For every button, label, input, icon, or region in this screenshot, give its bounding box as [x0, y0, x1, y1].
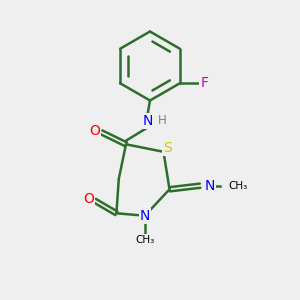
Text: N: N [205, 179, 215, 193]
Text: CH₃: CH₃ [228, 181, 248, 191]
Text: N: N [140, 209, 150, 223]
Text: O: O [83, 192, 94, 206]
Text: S: S [163, 141, 172, 155]
Text: H: H [158, 114, 167, 127]
Text: F: F [200, 76, 208, 90]
Text: CH₃: CH₃ [135, 235, 154, 245]
Text: O: O [89, 124, 100, 138]
Text: N: N [142, 114, 153, 128]
